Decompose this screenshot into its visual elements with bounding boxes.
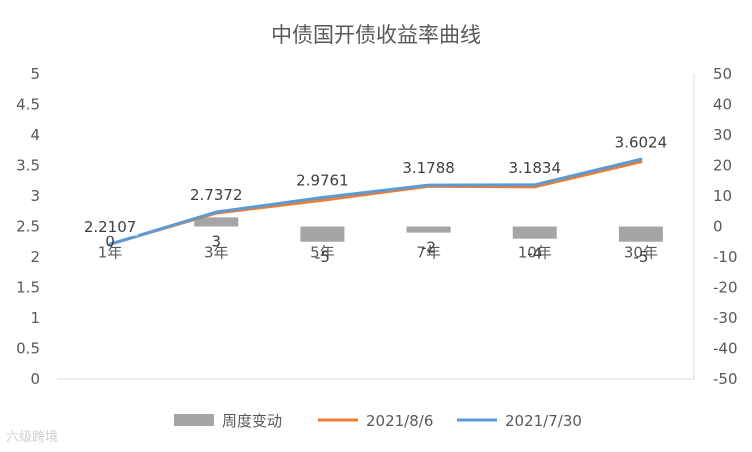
category-label: 10年 (518, 244, 552, 262)
legend-label: 2021/7/30 (505, 412, 582, 430)
bar-value-label: -2 (421, 239, 436, 257)
right-axis-tick-label: 20 (713, 157, 732, 175)
line-label-background (506, 158, 563, 177)
left-axis-tick-label: 0.5 (16, 340, 40, 358)
right-axis-tick-label: -30 (713, 309, 738, 327)
left-axis-tick-label: 0 (30, 370, 40, 388)
line-label-background (82, 218, 139, 237)
category-label: 30年 (624, 244, 658, 262)
legend: 周度变动 2021/8/6 2021/7/30 (174, 412, 582, 430)
left-axis-tick-label: 3 (30, 187, 40, 205)
legend-swatch-bar (174, 414, 214, 426)
bar-value-label: 0 (105, 233, 115, 251)
line-label-background (612, 133, 669, 152)
left-axis-tick-label: 1 (30, 309, 40, 327)
left-axis-tick-label: 4.5 (16, 96, 40, 114)
watermark-text: 六级跨境 (6, 430, 59, 445)
left-axis-tick-label: 3.5 (16, 157, 40, 175)
right-axis-tick-label: 40 (713, 96, 732, 114)
data-labels: 0 3 -5 -2 -4 -5 2.2107 2.7372 2.9761 3.1788 3.1834… (82, 133, 669, 266)
right-axis-tick-label: -40 (713, 340, 738, 358)
bar-value-label: -5 (633, 248, 648, 266)
category-label: 7年 (416, 244, 441, 262)
bar-value-label: 3 (211, 233, 221, 251)
chart-title: 中债国开债收益率曲线 (271, 23, 481, 47)
line-value-label: 2.7372 (190, 186, 243, 204)
right-axis-tick-label: -10 (713, 248, 738, 266)
line-value-label: 2.2107 (84, 218, 137, 236)
line-value-label: 3.1834 (509, 159, 562, 177)
line-series (108, 157, 643, 246)
line-label-background (294, 171, 351, 190)
line-value-label: 3.6024 (615, 133, 668, 151)
bar-series (88, 217, 663, 242)
right-axis-tick-label: 30 (713, 126, 732, 144)
bar-value-label: -4 (527, 245, 542, 263)
right-axis-tick-label: -50 (713, 370, 738, 388)
right-axis-tick-label: 10 (713, 187, 732, 205)
legend-label: 周度变动 (222, 412, 282, 430)
category-label: 5年 (310, 244, 335, 262)
left-axis: 0 0.5 1 1.5 2 2.5 3 3.5 4 4.5 5 (16, 65, 40, 388)
legend-label: 2021/8/6 (366, 412, 433, 430)
bar (194, 217, 239, 227)
line-label-background (400, 159, 457, 178)
category-label: 1年 (98, 244, 123, 262)
right-axis: -50 -40 -30 -20 -10 0 10 20 30 40 50 (713, 65, 738, 388)
left-axis-tick-label: 4 (30, 126, 40, 144)
left-axis-tick-label: 2.5 (16, 218, 40, 236)
category-labels: 1年 3年 5年 7年 10年 30年 (98, 244, 658, 262)
line-value-label: 3.1788 (402, 159, 455, 177)
right-axis-tick-label: -20 (713, 279, 738, 297)
left-axis-tick-label: 5 (30, 65, 40, 83)
right-axis-tick-label: 0 (713, 218, 723, 236)
line-value-label: 2.9761 (296, 171, 349, 189)
bar-value-label: -5 (315, 248, 330, 266)
bar (512, 226, 557, 239)
bar (618, 226, 663, 242)
right-axis-tick-label: 50 (713, 65, 732, 83)
line-label-background (188, 186, 245, 205)
series-line (108, 157, 643, 246)
bar (406, 226, 451, 233)
category-label: 3年 (204, 244, 229, 262)
left-axis-tick-label: 1.5 (16, 279, 40, 297)
bar (300, 226, 345, 242)
left-axis-tick-label: 2 (30, 248, 40, 266)
